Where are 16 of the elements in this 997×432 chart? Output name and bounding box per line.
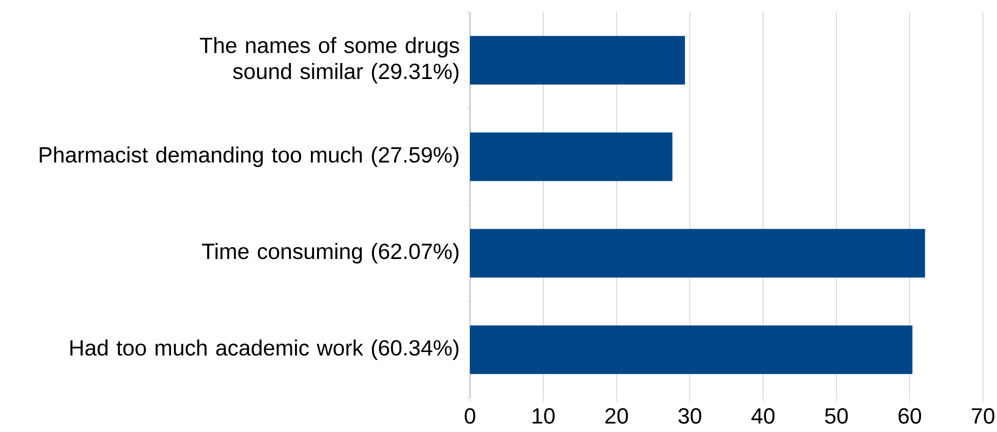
x-tick-label: 40 (751, 408, 775, 424)
bar (470, 132, 672, 182)
x-tick-label: 50 (825, 408, 848, 424)
x-tick-label: 0 (464, 408, 476, 424)
y-tick-label: Pharmacist demanding too much (27.59%) (40, 146, 458, 168)
y-tick-label: Had too much academic work (60.34%) (70, 340, 458, 360)
x-tick-label: 10 (532, 408, 555, 424)
bar (470, 228, 926, 278)
y-tick-label: Time consuming (62.07%) (202, 242, 458, 264)
x-tick-label: 20 (605, 408, 628, 424)
y-tick-label: The names of some drugs sound similar (29.31%) (200, 37, 460, 84)
bar (470, 325, 912, 374)
bar (470, 36, 685, 85)
x-tick-label: 70 (972, 408, 994, 424)
x-tick-label: 30 (678, 408, 702, 424)
x-tick-label: 60 (898, 408, 922, 424)
